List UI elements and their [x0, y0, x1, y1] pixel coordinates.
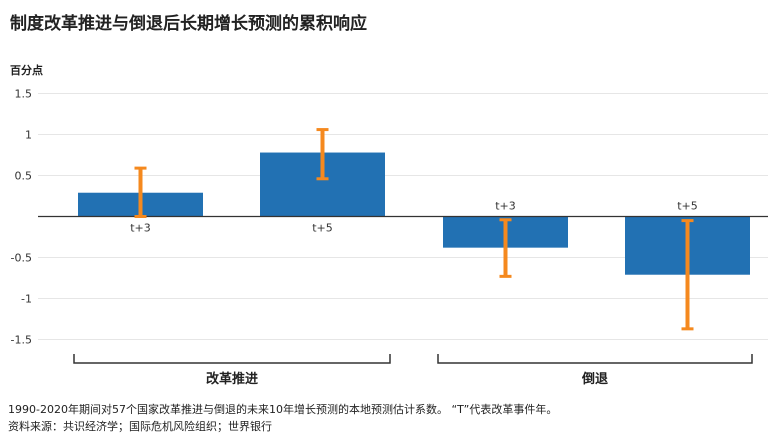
chart-note: 1990-2020年期间对57个国家改革推进与倒退的未来10年增长预测的本地预测… [8, 403, 558, 416]
group-bracket [73, 354, 391, 364]
bar-chart: 1.5 1 0.5 -0.5 -1 -1.5 t+3 t+5 t+3 t+5 改革推进 倒退 [11, 88, 768, 387]
category-label: t+3 [495, 200, 516, 213]
y-tick-label: -1 [21, 293, 32, 306]
y-tick-label: -0.5 [11, 252, 32, 265]
y-tick-label: 1 [25, 129, 32, 142]
y-tick-label: 1.5 [15, 88, 33, 101]
group-bracket [437, 354, 753, 364]
group-label: 改革推进 [206, 371, 258, 387]
chart-title: 制度改革推进与倒退后长期增长预测的累积响应 [10, 14, 367, 34]
source-note: 资料来源：共识经济学；国际危机风险组织；世界银行 [8, 420, 272, 433]
y-tick-label: 0.5 [15, 170, 33, 183]
category-label: t+5 [677, 200, 698, 213]
group-label: 倒退 [581, 371, 608, 387]
y-tick-label: -1.5 [11, 334, 32, 347]
y-axis-unit-label: 百分点 [10, 64, 43, 77]
category-label: t+3 [130, 222, 151, 235]
category-label: t+5 [312, 222, 333, 235]
